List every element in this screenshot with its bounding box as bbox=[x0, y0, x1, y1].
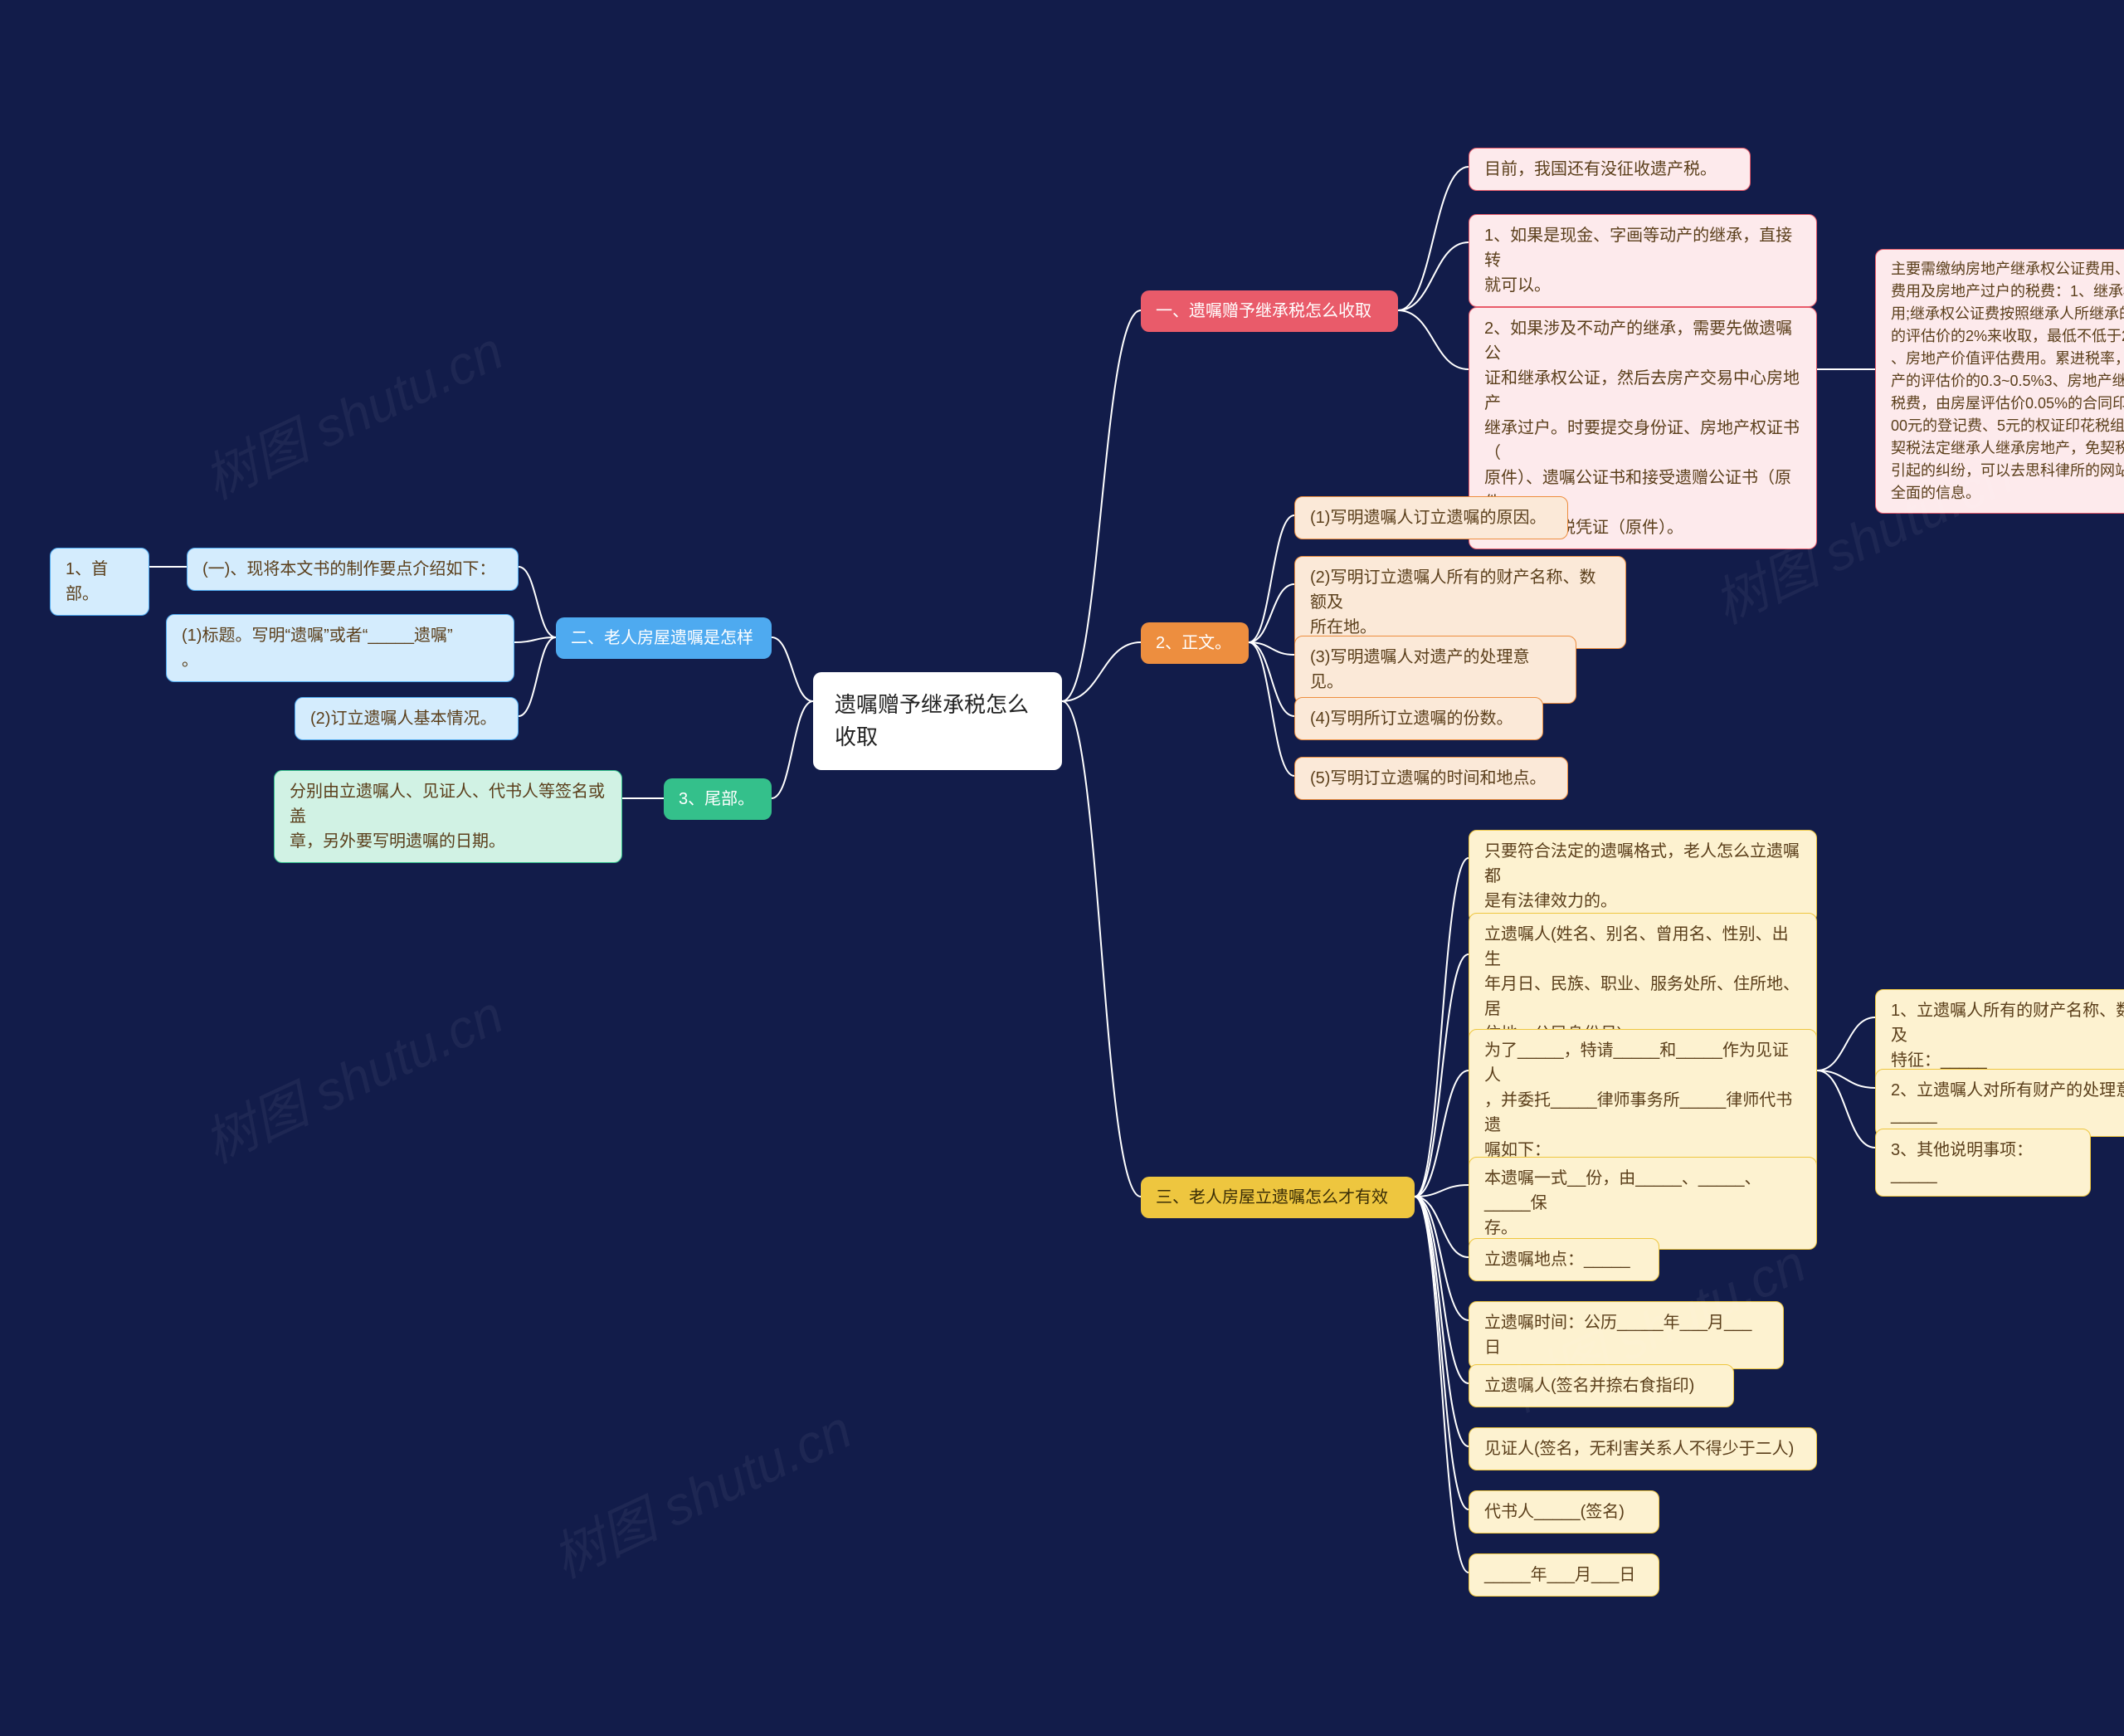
mindmap-node: 三、老人房屋立遗嘱怎么才有效 bbox=[1141, 1177, 1415, 1218]
mindmap-node: (2)订立遗嘱人基本情况。 bbox=[295, 697, 519, 740]
mindmap-node: 立遗嘱地点：_____ bbox=[1469, 1238, 1659, 1281]
mindmap-node: 主要需缴纳房地产继承权公证费用、房屋估价 费用及房地产过户的税费：1、继承权公证… bbox=[1875, 249, 2124, 514]
mindmap-node: 二、老人房屋遗嘱是怎样 bbox=[556, 617, 772, 659]
mindmap-node: (5)写明订立遗嘱的时间和地点。 bbox=[1294, 757, 1568, 800]
mindmap-node: 分别由立遗嘱人、见证人、代书人等签名或盖 章，另外要写明遗嘱的日期。 bbox=[274, 770, 622, 863]
watermark: 树图 shutu.cn bbox=[538, 1387, 862, 1592]
mindmap-node: (3)写明遗嘱人对遗产的处理意见。 bbox=[1294, 636, 1576, 704]
mindmap-node: (1)标题。写明“遗嘱”或者“_____遗嘱” 。 bbox=[166, 614, 514, 682]
mindmap-node: 2、立遗嘱人对所有财产的处理意见：_____ bbox=[1875, 1069, 2124, 1137]
mindmap-node: 只要符合法定的遗嘱格式，老人怎么立遗嘱都 是有法律效力的。 bbox=[1469, 830, 1817, 923]
mindmap-node: 代书人_____(签名) bbox=[1469, 1490, 1659, 1534]
watermark: 树图 shutu.cn bbox=[190, 973, 514, 1178]
mindmap-node: 3、其他说明事项：_____ bbox=[1875, 1129, 2091, 1197]
mindmap-node: 目前，我国还有没征收遗产税。 bbox=[1469, 148, 1751, 191]
watermark: 树图 shutu.cn bbox=[190, 309, 514, 514]
mindmap-node: (1)写明遗嘱人订立遗嘱的原因。 bbox=[1294, 496, 1568, 539]
mindmap-node: _____年___月___日 bbox=[1469, 1553, 1659, 1597]
mindmap-node: 一、遗嘱赠予继承税怎么收取 bbox=[1141, 290, 1398, 332]
mindmap-node: 2、正文。 bbox=[1141, 622, 1249, 664]
mindmap-node: 立遗嘱时间：公历_____年___月___日 bbox=[1469, 1301, 1784, 1369]
mindmap-node: 3、尾部。 bbox=[664, 778, 772, 820]
mindmap-node: 本遗嘱一式__份，由_____、_____、_____保 存。 bbox=[1469, 1157, 1817, 1250]
mindmap-node: 1、首部。 bbox=[50, 548, 149, 616]
mindmap-node: 见证人(签名，无利害关系人不得少于二人) bbox=[1469, 1427, 1817, 1470]
mindmap-node: 为了_____，特请_____和_____作为见证人 ，并委托_____律师事务… bbox=[1469, 1029, 1817, 1172]
mindmap-node: 1、如果是现金、字画等动产的继承，直接转 就可以。 bbox=[1469, 214, 1817, 307]
mindmap-canvas: 遗嘱赠予继承税怎么收取 一、遗嘱赠予继承税怎么收取 目前，我国还有没征收遗产税。 1、… bbox=[0, 0, 2124, 1736]
mindmap-node: (一)、现将本文书的制作要点介绍如下： bbox=[187, 548, 519, 591]
mindmap-node: 遗嘱赠予继承税怎么收取 bbox=[813, 672, 1062, 770]
mindmap-node: 立遗嘱人(签名并捺右食指印) bbox=[1469, 1364, 1734, 1407]
mindmap-node: (4)写明所订立遗嘱的份数。 bbox=[1294, 697, 1543, 740]
